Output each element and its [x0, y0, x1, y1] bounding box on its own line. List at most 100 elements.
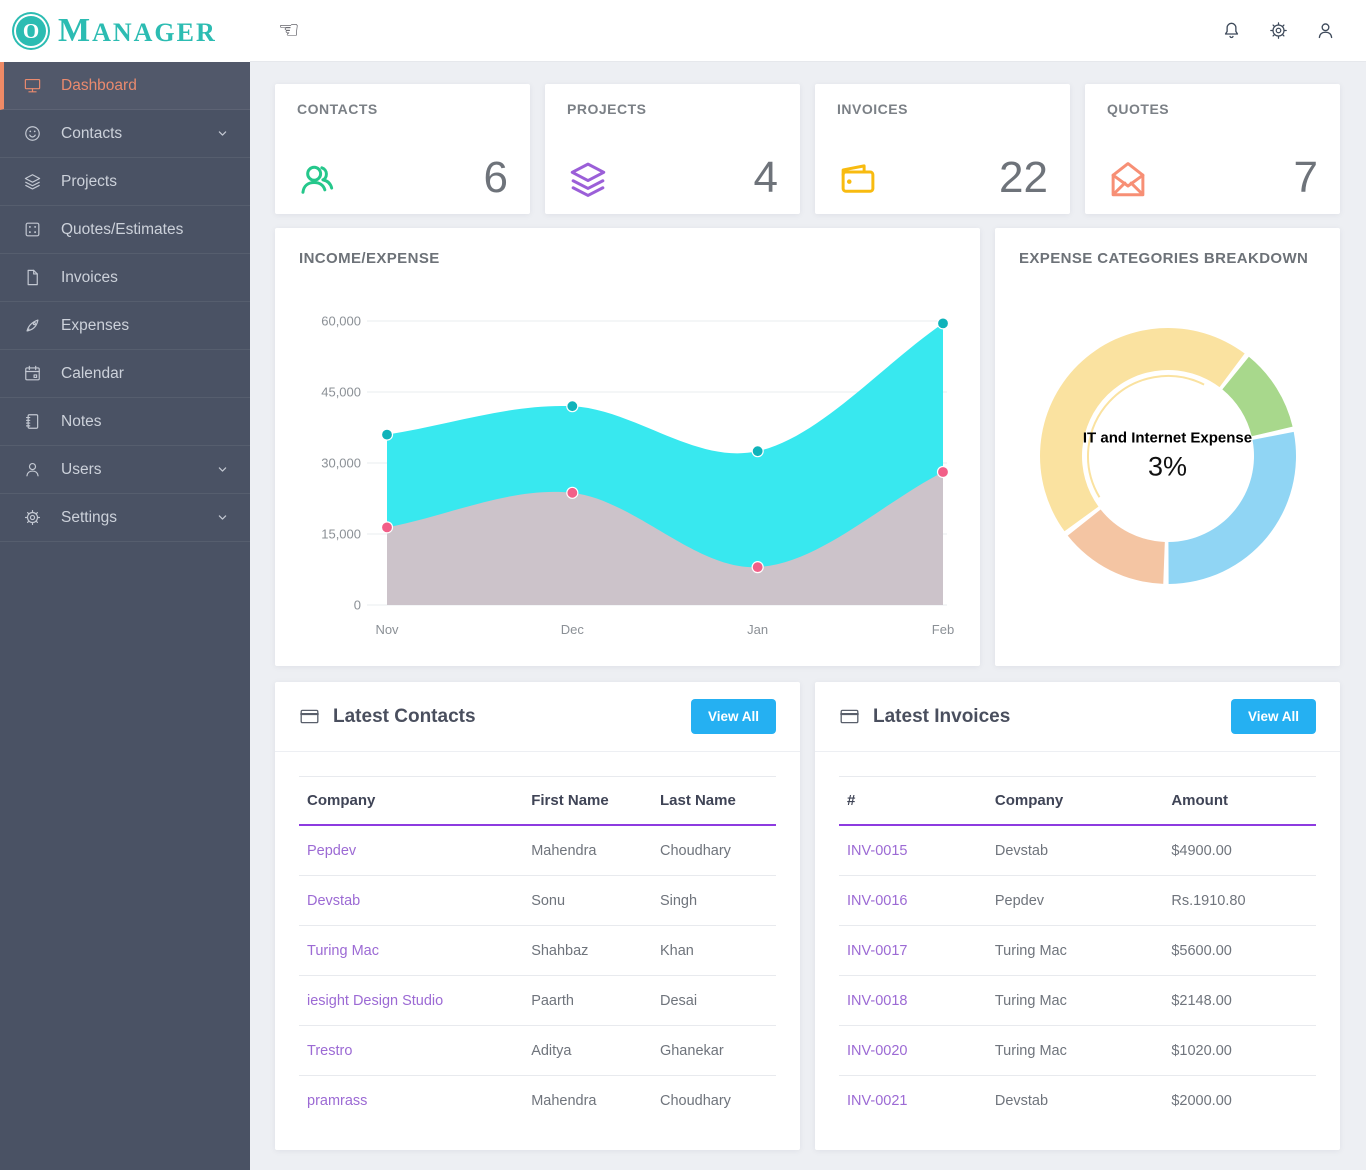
invoices-view-all-button[interactable]: View All: [1230, 699, 1316, 734]
tables-row: Latest Contacts View All Company First Na…: [275, 682, 1340, 1150]
sidebar-menu: Dashboard Contacts Projects Quotes/Estimate…: [0, 62, 250, 542]
svg-text:Dec: Dec: [561, 622, 585, 637]
row-cell: $1020.00: [1163, 1025, 1316, 1076]
donut-rings: [1023, 311, 1313, 606]
topbar-actions: [1221, 20, 1336, 41]
stat-cards-row: CONTACTS 6 PROJECTS 4 INVOICES 22 QUOTES 7: [275, 84, 1340, 214]
chevron-down-icon: [215, 126, 230, 141]
row-link[interactable]: INV-0016: [839, 875, 987, 926]
sidebar-item-label: Calendar: [61, 364, 124, 382]
row-cell: Choudhary: [659, 1092, 731, 1109]
stat-value: 4: [753, 153, 778, 202]
sidebar-item-calendar[interactable]: Calendar: [0, 350, 250, 398]
stat-label: QUOTES: [1107, 101, 1170, 117]
row-link[interactable]: Devstab: [299, 875, 524, 926]
row-link[interactable]: pramrass: [307, 1092, 368, 1109]
row-cell: Pepdev: [986, 875, 1164, 926]
rocket-icon: [23, 316, 42, 335]
svg-text:Jan: Jan: [747, 622, 768, 637]
contacts-table-area: Company First Name Last Name Pepdev Mahendra…: [275, 752, 800, 1125]
stat-card-quotes: QUOTES 7: [1085, 84, 1340, 214]
stat-value: 6: [483, 153, 508, 202]
sidebar-item-label: Notes: [61, 412, 102, 430]
row-cell: Mahendra: [523, 825, 652, 876]
smiley-icon: [23, 124, 42, 143]
topbar: ☜: [250, 0, 1366, 62]
sidebar-item-expenses[interactable]: Expenses: [0, 302, 250, 350]
contacts-view-all-button[interactable]: View All: [690, 699, 776, 734]
logo-o-icon: O: [14, 14, 48, 48]
row-cell: Rs.1910.80: [1163, 875, 1316, 926]
sidebar-item-projects[interactable]: Projects: [0, 158, 250, 206]
column-header: #: [839, 776, 987, 826]
table-row: pramrass Mahendra Choudhary: [299, 1076, 776, 1126]
sidebar-item-label: Contacts: [61, 124, 123, 142]
sidebar-item-label: Dashboard: [61, 76, 137, 94]
row-link[interactable]: INV-0017: [839, 925, 987, 976]
stat-value: 7: [1293, 153, 1318, 202]
row-cell: $5600.00: [1163, 925, 1316, 976]
user-icon[interactable]: [1315, 20, 1336, 41]
invoices-table-area: # Company Amount INV-0015 Devstab $4900.00 INV…: [815, 752, 1340, 1125]
row-cell: Mahendra: [531, 1092, 597, 1109]
row-cell: $4900.00: [1163, 825, 1316, 876]
row-link[interactable]: Pepdev: [299, 825, 524, 876]
expense-breakdown-title: EXPENSE CATEGORIES BREAKDOWN: [1019, 250, 1309, 267]
monitor-icon: [23, 76, 42, 95]
row-link[interactable]: iesight Design Studio: [299, 975, 524, 1026]
row-link[interactable]: Turing Mac: [299, 925, 524, 976]
row-cell: Paarth: [523, 975, 652, 1026]
calculator-icon: [23, 220, 42, 239]
row-cell: Singh: [651, 875, 776, 926]
row-link[interactable]: INV-0020: [839, 1025, 987, 1076]
bell-icon[interactable]: [1221, 20, 1242, 41]
row-cell: Desai: [651, 975, 776, 1026]
sidebar-item-notes[interactable]: Notes: [0, 398, 250, 446]
table-row: Turing Mac Shahbaz Khan: [299, 925, 776, 976]
row-cell: Devstab: [986, 825, 1164, 876]
latest-invoices-table: # Company Amount INV-0015 Devstab $4900.00 INV…: [839, 776, 1316, 1125]
row-link[interactable]: Trestro: [299, 1025, 524, 1076]
sidebar-item-users[interactable]: Users: [0, 446, 250, 494]
sidebar-item-quotes-estimates[interactable]: Quotes/Estimates: [0, 206, 250, 254]
row-cell: Choudhary: [651, 825, 776, 876]
row-cell: $2148.00: [1163, 975, 1316, 1026]
sidebar-item-contacts[interactable]: Contacts: [0, 110, 250, 158]
sidebar-item-invoices[interactable]: Invoices: [0, 254, 250, 302]
column-header: First Name: [523, 776, 652, 826]
donut-category-label: IT and Internet Expense: [1082, 429, 1253, 447]
file-icon: [23, 268, 42, 287]
row-link[interactable]: INV-0021: [847, 1092, 908, 1109]
credit-card-icon: [299, 706, 320, 727]
svg-text:0: 0: [354, 598, 361, 613]
sidebar-item-label: Projects: [61, 172, 117, 190]
charts-row: INCOME/EXPENSE 0 15,000 30,000 45,000 60,000…: [275, 228, 1340, 666]
sidebar-item-dashboard[interactable]: Dashboard: [0, 62, 250, 110]
row-link[interactable]: INV-0018: [839, 975, 987, 1026]
sidebar-item-label: Users: [61, 460, 102, 478]
table-row: INV-0017 Turing Mac $5600.00: [839, 925, 1316, 976]
table-row: Devstab Sonu Singh: [299, 875, 776, 926]
row-cell: Sonu: [523, 875, 652, 926]
calendar-icon: [23, 364, 42, 383]
user-icon: [23, 460, 42, 479]
gear-icon[interactable]: [1268, 20, 1289, 41]
sidebar-item-label: Settings: [61, 508, 118, 526]
income-expense-title: INCOME/EXPENSE: [299, 250, 440, 267]
svg-text:60,000: 60,000: [321, 314, 361, 329]
sidebar-item-settings[interactable]: Settings: [0, 494, 250, 542]
sidebar-item-label: Invoices: [61, 268, 118, 286]
row-cell: Ghanekar: [651, 1025, 776, 1076]
hand-pointer-icon[interactable]: ☜: [278, 16, 300, 44]
latest-invoices-card: Latest Invoices View All # Company Amount I…: [815, 682, 1340, 1150]
expense-breakdown-panel: EXPENSE CATEGORIES BREAKDOWN IT and Inte…: [995, 228, 1340, 666]
stat-label: PROJECTS: [567, 101, 647, 117]
svg-text:15,000: 15,000: [321, 527, 361, 542]
wallet-icon: [837, 158, 879, 200]
stat-label: CONTACTS: [297, 101, 378, 117]
sidebar: O Manager Dashboard Contacts Projects Quote…: [0, 0, 250, 1170]
column-header: Company: [986, 776, 1164, 826]
row-link[interactable]: INV-0015: [839, 825, 987, 876]
app-logo[interactable]: O Manager: [0, 0, 250, 62]
